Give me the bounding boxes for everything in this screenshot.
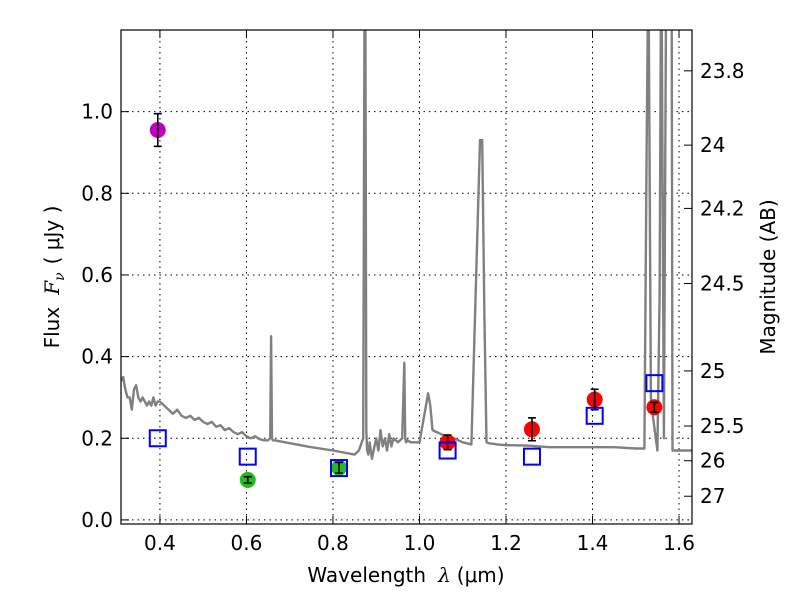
magnitude-tick-label: 23.8	[700, 59, 745, 83]
magnitude-tick-label: 24.5	[700, 272, 745, 296]
model-photometry-square	[645, 374, 664, 393]
x-axis-label: Wavelength λ (μm)	[307, 563, 504, 587]
y-tick-label: 0.0	[81, 508, 113, 532]
x-tick-label: 1.6	[663, 531, 695, 555]
model-photometry-square	[330, 459, 349, 478]
magnitude-tick-label: 25	[700, 359, 725, 383]
x-tick-label: 0.8	[317, 531, 349, 555]
model-photometry-square	[238, 447, 257, 466]
magnitude-tick-label: 26	[700, 449, 725, 473]
y-tick-label: 0.2	[81, 426, 113, 450]
x-tick-label: 1.4	[577, 531, 609, 555]
model-spectrum-line	[121, 30, 692, 460]
y-tick-label: 0.4	[81, 345, 113, 369]
magnitude-axis-ticks: 23.8 24 24.2 24.5 25 25.5 26 27	[684, 59, 745, 508]
model-photometry-square	[522, 447, 541, 466]
x-tick-label: 1.0	[404, 531, 436, 555]
spectrum-layer	[121, 30, 692, 460]
y-axis-ticks: 0.0 0.2 0.4 0.6 0.8 1.0	[81, 100, 129, 532]
magnitude-axis-label: Magnitude (AB)	[756, 199, 780, 354]
grid	[121, 30, 692, 524]
model-photometry-square	[148, 429, 167, 448]
model-photometry-square	[585, 406, 604, 425]
x-tick-label: 1.2	[490, 531, 522, 555]
magnitude-tick-label: 27	[700, 484, 725, 508]
y-tick-label: 0.8	[81, 181, 113, 205]
magnitude-tick-label: 25.5	[700, 414, 745, 438]
x-tick-label: 0.6	[231, 531, 263, 555]
data-points	[148, 112, 664, 488]
x-tick-label: 0.4	[144, 531, 176, 555]
x-axis-ticks: 0.4 0.6 0.8 1.0 1.2 1.4 1.6	[144, 30, 695, 555]
magnitude-tick-label: 24.2	[700, 196, 745, 220]
plot-frame	[120, 29, 693, 525]
y-tick-label: 0.6	[81, 263, 113, 287]
y-axis-label: FluxFν( μJy )	[40, 206, 68, 349]
model-photometry-square	[438, 441, 457, 460]
magnitude-tick-label: 24	[700, 133, 725, 157]
y-tick-label: 1.0	[81, 100, 113, 124]
